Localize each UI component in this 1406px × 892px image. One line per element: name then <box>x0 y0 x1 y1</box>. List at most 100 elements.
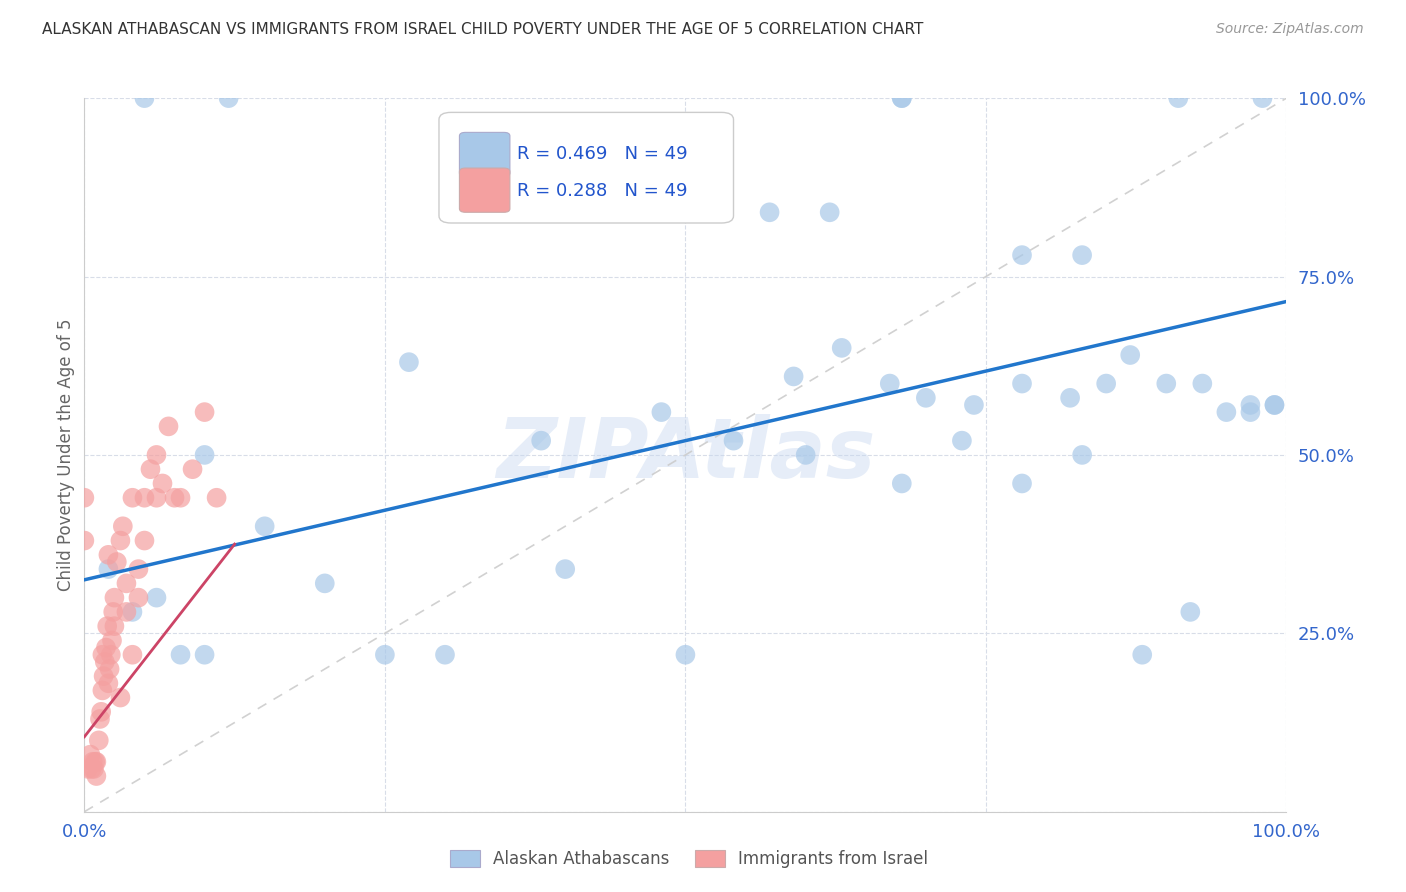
Point <box>115 605 138 619</box>
Point <box>1059 391 1081 405</box>
Point <box>121 605 143 619</box>
Point <box>950 434 973 448</box>
Point <box>91 648 114 662</box>
Point <box>139 462 162 476</box>
Point <box>890 476 912 491</box>
Point <box>103 591 125 605</box>
Point <box>1095 376 1118 391</box>
Point <box>169 648 191 662</box>
Text: R = 0.469   N = 49: R = 0.469 N = 49 <box>517 145 688 162</box>
Point <box>115 576 138 591</box>
Point <box>890 91 912 105</box>
Point <box>794 448 817 462</box>
Point <box>194 448 217 462</box>
Text: ALASKAN ATHABASCAN VS IMMIGRANTS FROM ISRAEL CHILD POVERTY UNDER THE AGE OF 5 CO: ALASKAN ATHABASCAN VS IMMIGRANTS FROM IS… <box>42 22 924 37</box>
Point <box>1011 376 1033 391</box>
Point <box>73 533 96 548</box>
Point <box>1011 476 1033 491</box>
Point <box>1239 405 1261 419</box>
FancyBboxPatch shape <box>439 112 734 223</box>
Text: ZIPAtlas: ZIPAtlas <box>496 415 875 495</box>
Point <box>1180 605 1202 619</box>
Point <box>82 755 104 769</box>
Point <box>181 462 204 476</box>
Point <box>134 91 156 105</box>
Point <box>915 391 938 405</box>
Point <box>83 762 105 776</box>
Point <box>94 640 117 655</box>
Point <box>530 434 553 448</box>
Point <box>194 405 217 419</box>
Point <box>73 491 96 505</box>
Point <box>121 491 143 505</box>
Point <box>831 341 853 355</box>
Point <box>675 648 697 662</box>
Point <box>758 205 780 219</box>
Point <box>818 205 841 219</box>
Point <box>98 662 121 676</box>
Point <box>110 533 132 548</box>
Point <box>89 712 111 726</box>
Point <box>134 533 156 548</box>
Point <box>77 762 100 776</box>
Point <box>93 669 115 683</box>
Point <box>398 355 420 369</box>
Point <box>96 619 118 633</box>
Point <box>111 519 134 533</box>
Point <box>86 755 108 769</box>
Point <box>218 91 240 105</box>
Point <box>253 519 276 533</box>
Point <box>152 476 174 491</box>
Point <box>1191 376 1213 391</box>
Point <box>1119 348 1142 362</box>
Point <box>1130 648 1153 662</box>
Point <box>145 491 167 505</box>
Point <box>1156 376 1178 391</box>
Point <box>1239 398 1261 412</box>
Point <box>97 676 120 690</box>
Point <box>1263 398 1285 412</box>
Point <box>127 562 149 576</box>
Point <box>127 591 149 605</box>
Point <box>1167 91 1189 105</box>
Point <box>103 619 125 633</box>
Point <box>145 448 167 462</box>
Point <box>723 434 745 448</box>
Point <box>101 633 124 648</box>
Point <box>97 562 120 576</box>
Point <box>314 576 336 591</box>
Point <box>890 91 912 105</box>
Point <box>80 762 103 776</box>
Point <box>554 562 576 576</box>
FancyBboxPatch shape <box>460 132 510 177</box>
Point <box>163 491 186 505</box>
Point <box>1263 398 1285 412</box>
Point <box>205 491 228 505</box>
Point <box>84 755 107 769</box>
Point <box>194 648 217 662</box>
Y-axis label: Child Poverty Under the Age of 5: Child Poverty Under the Age of 5 <box>56 318 75 591</box>
Point <box>374 648 396 662</box>
Point <box>434 648 457 662</box>
Point <box>782 369 804 384</box>
Point <box>1011 248 1033 262</box>
Point <box>86 769 108 783</box>
Point <box>100 648 122 662</box>
Point <box>169 491 191 505</box>
Point <box>963 398 986 412</box>
Point <box>879 376 901 391</box>
Point <box>121 648 143 662</box>
Text: Source: ZipAtlas.com: Source: ZipAtlas.com <box>1216 22 1364 37</box>
Point <box>91 683 114 698</box>
Point <box>1071 448 1094 462</box>
Point <box>157 419 180 434</box>
Point <box>1215 405 1237 419</box>
Point <box>134 491 156 505</box>
Legend: Alaskan Athabascans, Immigrants from Israel: Alaskan Athabascans, Immigrants from Isr… <box>443 843 935 875</box>
FancyBboxPatch shape <box>460 168 510 212</box>
Point <box>1251 91 1274 105</box>
Point <box>87 733 110 747</box>
Point <box>79 747 101 762</box>
Point <box>650 405 672 419</box>
Point <box>145 591 167 605</box>
